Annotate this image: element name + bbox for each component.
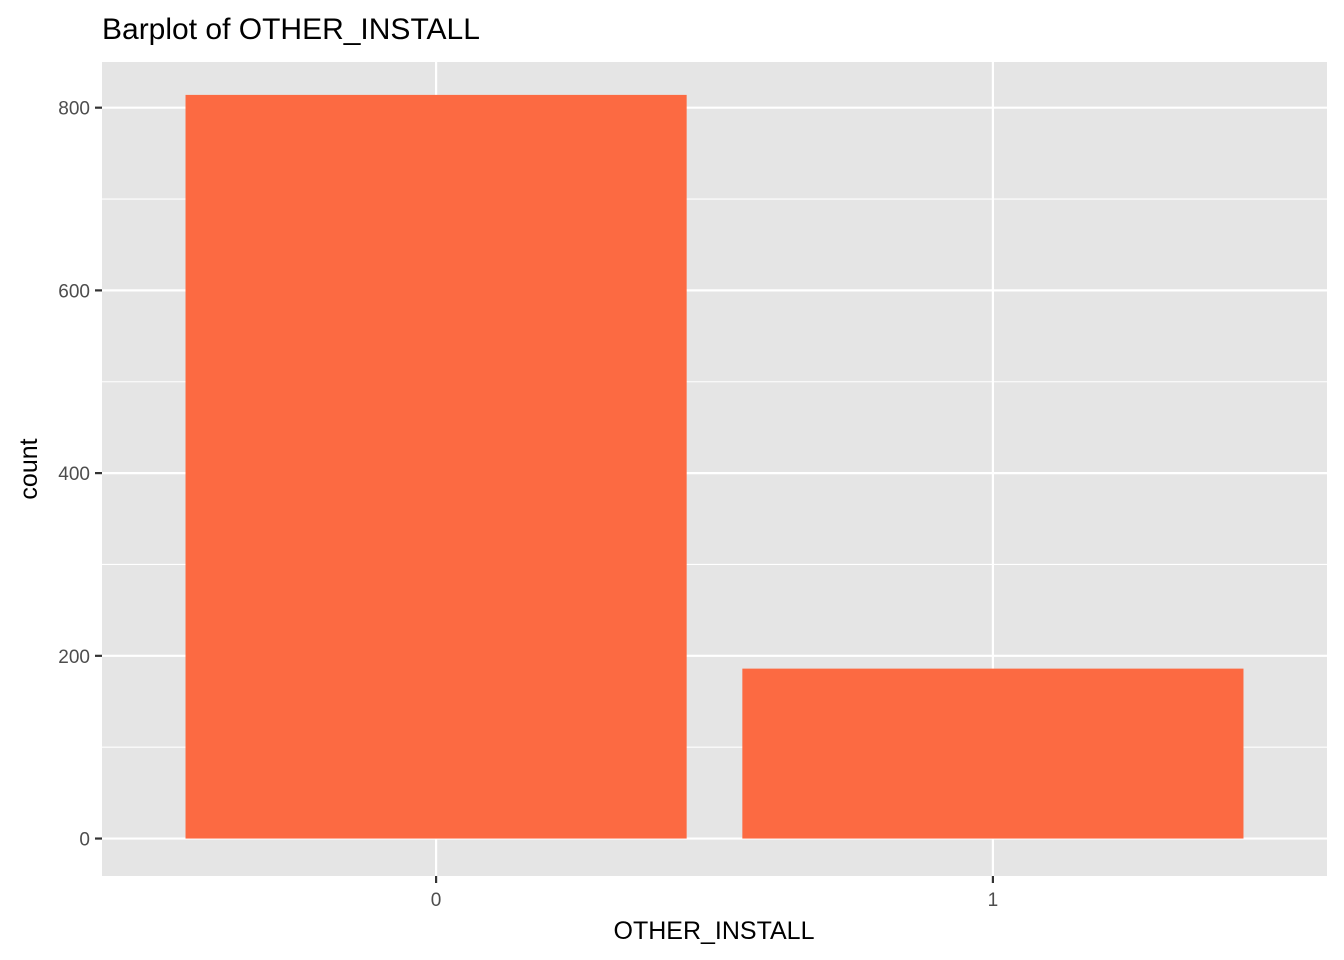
- chart-title: Barplot of OTHER_INSTALL: [102, 13, 480, 46]
- bars: [185, 94, 1244, 839]
- bar-0: [185, 94, 687, 839]
- y-axis: 0 200 400 600 800: [58, 99, 102, 851]
- bar-1: [742, 668, 1244, 839]
- y-axis-title: count: [15, 438, 43, 499]
- x-axis-title: OTHER_INSTALL: [614, 917, 815, 945]
- x-tick-label: 1: [988, 890, 999, 911]
- y-tick-label: 600: [58, 281, 90, 302]
- y-tick-label: 200: [58, 647, 90, 668]
- y-tick-label: 800: [58, 99, 90, 120]
- y-tick-label: 0: [79, 830, 90, 851]
- x-tick-label: 0: [431, 890, 442, 911]
- y-tick-label: 400: [58, 464, 90, 485]
